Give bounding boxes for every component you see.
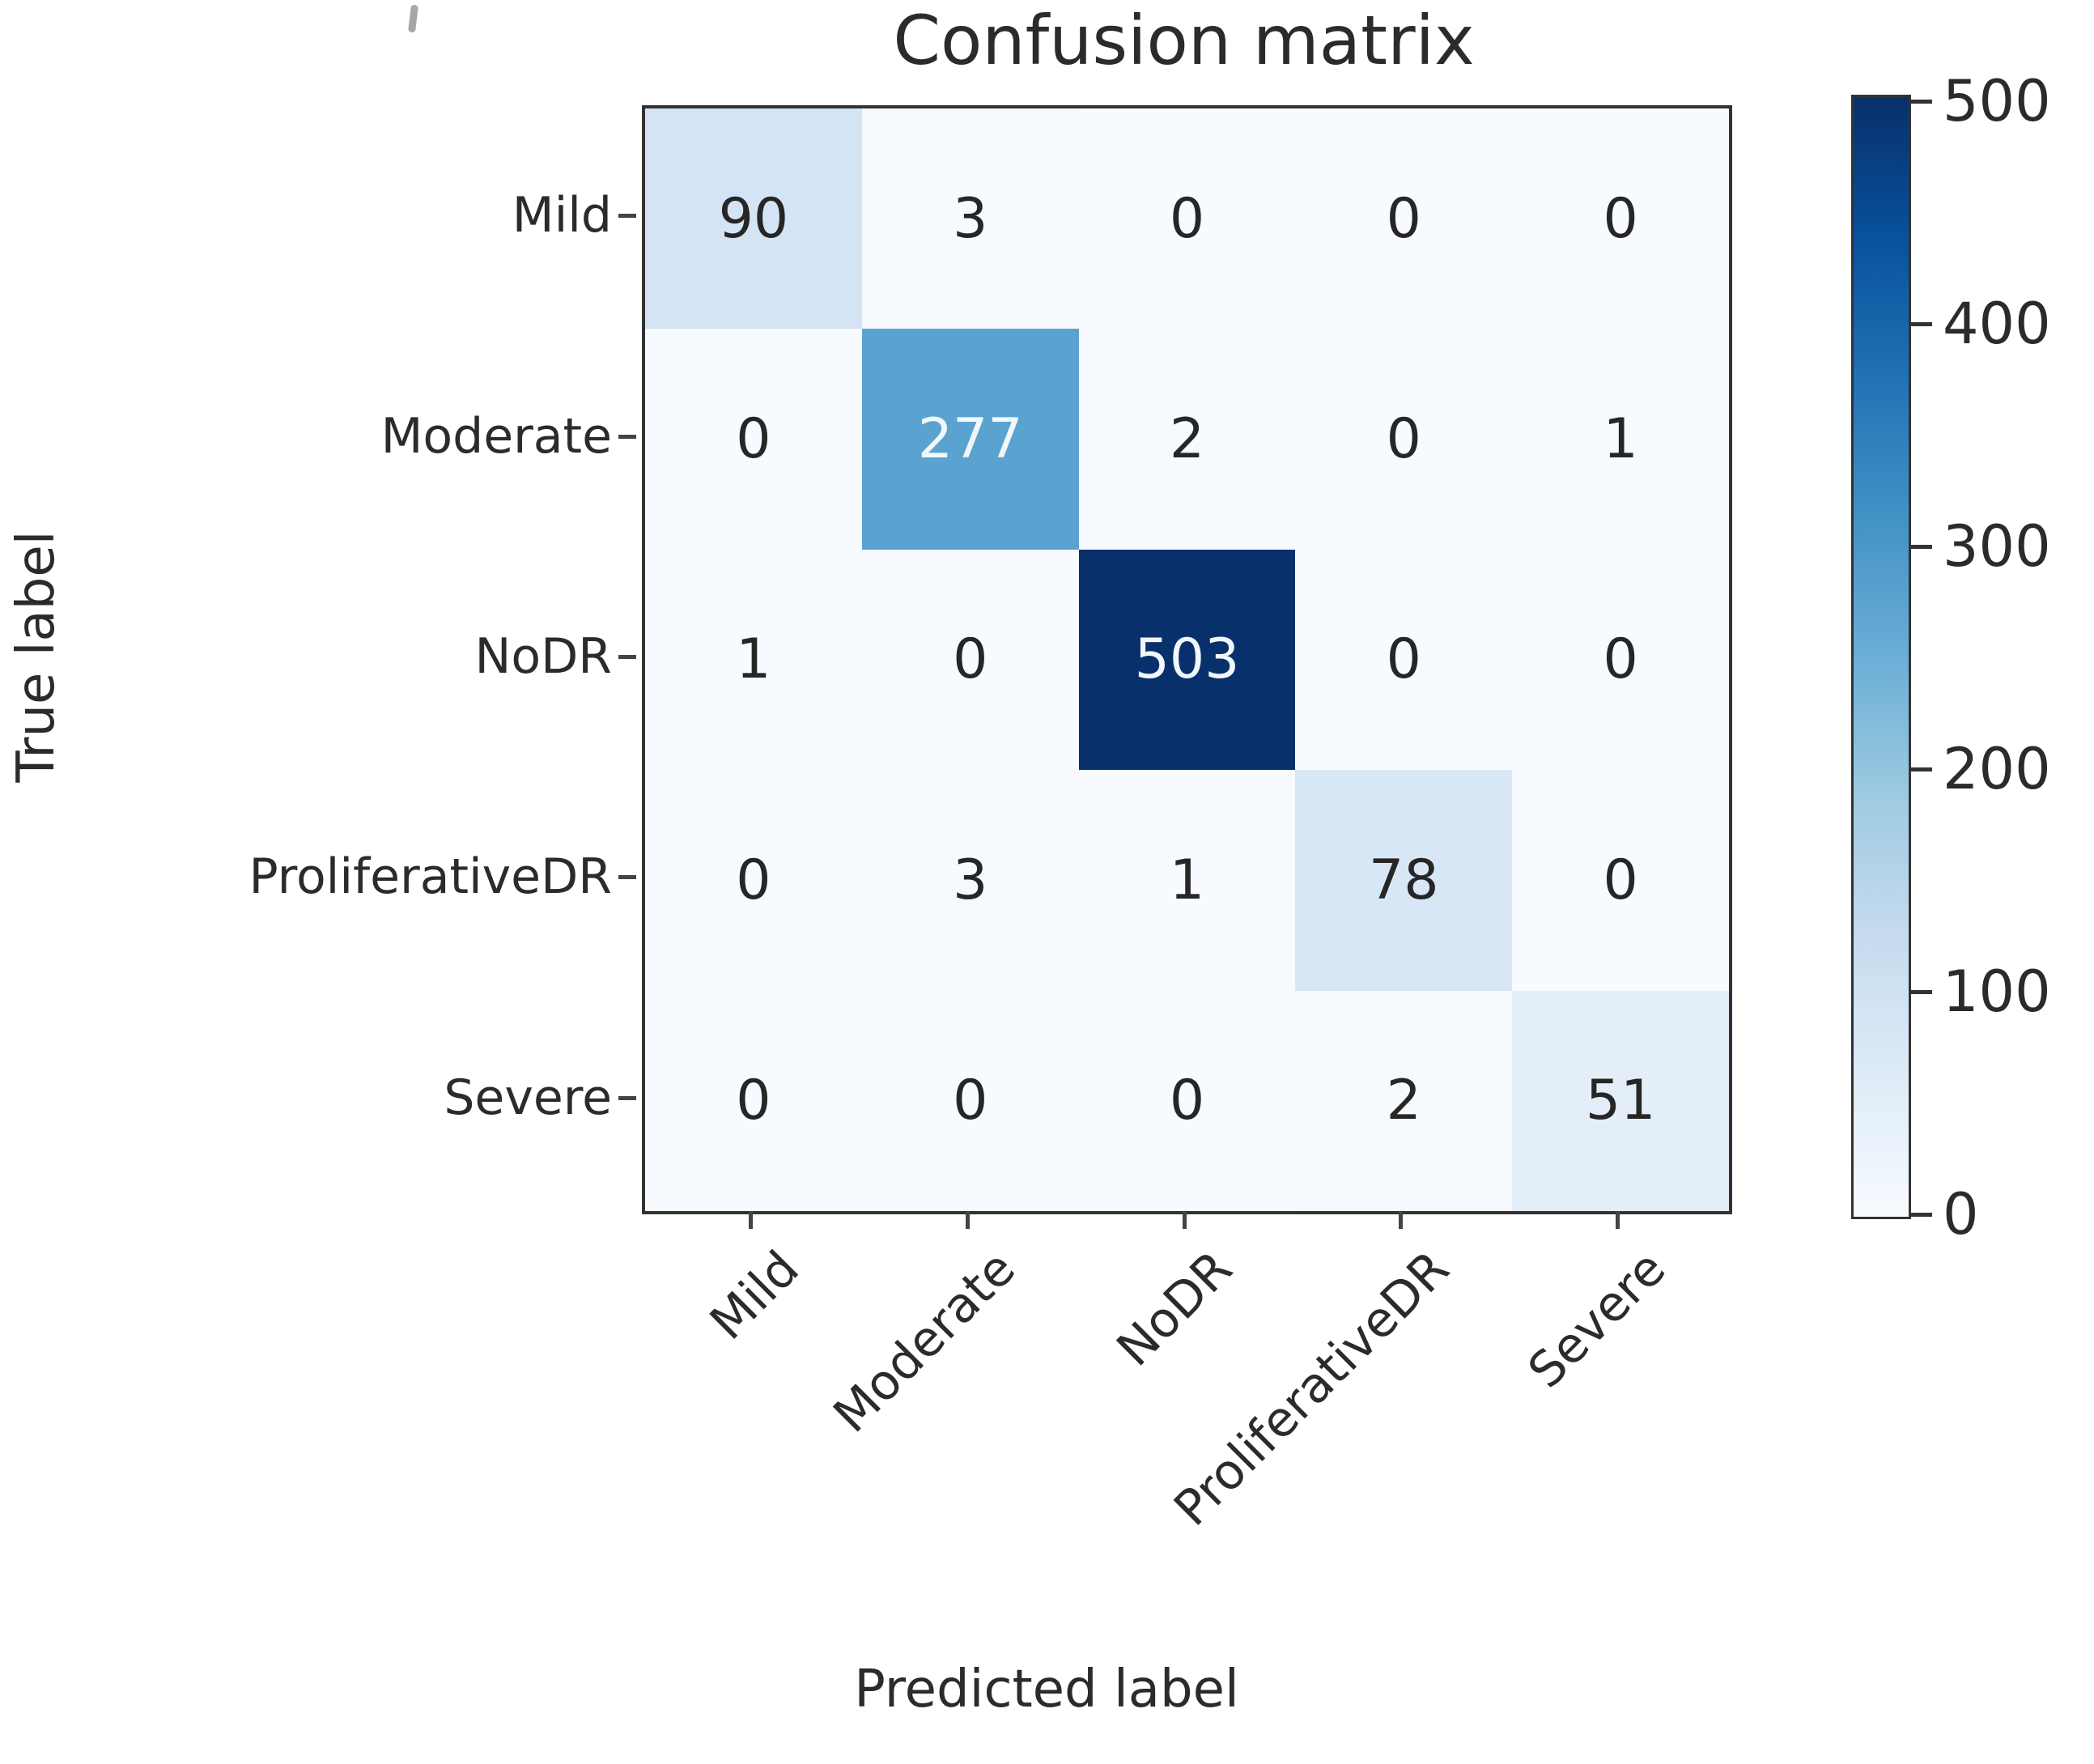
matrix-cell: 0: [645, 770, 862, 991]
colorbar-tick-label: 400: [1943, 291, 2051, 358]
cell-value: 0: [736, 407, 771, 472]
y-tick-label: Moderate: [380, 407, 612, 465]
colorbar-tick-mark: [1911, 322, 1932, 327]
cell-value: 2: [1169, 407, 1205, 472]
cell-value: 0: [1386, 407, 1421, 472]
matrix-cell: 0: [1078, 990, 1296, 1211]
y-tick-label: ProliferativeDR: [248, 848, 612, 906]
colorbar-tick-mark: [1911, 767, 1932, 772]
matrix-cell: 0: [645, 990, 862, 1211]
y-tick-mark: [618, 875, 636, 880]
y-tick-mark: [618, 434, 636, 439]
y-tick-label: NoDR: [474, 628, 612, 685]
matrix-cell: 0: [1512, 770, 1729, 991]
matrix-cell: 3: [861, 770, 1079, 991]
matrix-cell: 0: [1512, 108, 1729, 329]
x-tick-label: Severe: [1518, 1240, 1677, 1400]
x-tick-label: NoDR: [1106, 1240, 1243, 1378]
cell-value: 0: [736, 848, 771, 912]
matrix-cell: 3: [861, 108, 1079, 329]
y-tick-mark: [618, 655, 636, 659]
cell-value: 3: [953, 848, 988, 912]
cell-value: 0: [1386, 627, 1421, 692]
y-tick-mark: [618, 214, 636, 219]
matrix-cell: 1: [1512, 329, 1729, 550]
matrix-cell: 2: [1078, 329, 1296, 550]
colorbar-tick-label: 100: [1943, 959, 2051, 1026]
cell-value: 503: [1134, 627, 1240, 692]
matrix-cell: 0: [861, 549, 1079, 771]
cell-value: 1: [736, 627, 771, 692]
cell-value: 0: [1603, 186, 1638, 251]
x-tick-mark: [1616, 1211, 1620, 1229]
cell-value: 0: [1386, 186, 1421, 251]
y-tick-mark: [618, 1095, 636, 1100]
matrix-cell: 0: [645, 329, 862, 550]
x-axis-title: Predicted label: [854, 1660, 1239, 1719]
y-tick-label: Severe: [444, 1069, 612, 1126]
cell-value: 0: [953, 627, 988, 692]
matrix-cell: 90: [645, 108, 862, 329]
cell-value: 0: [1603, 848, 1638, 912]
matrix-cell: 51: [1512, 990, 1729, 1211]
cell-value: 1: [1169, 848, 1205, 912]
matrix-cell: 0: [1295, 108, 1513, 329]
matrix-cell: 503: [1078, 549, 1296, 771]
stray-mark: [407, 4, 419, 33]
matrix-cell: 78: [1295, 770, 1513, 991]
cell-value: 0: [1169, 186, 1205, 251]
cell-value: 0: [1603, 627, 1638, 692]
cell-value: 1: [1603, 407, 1638, 472]
matrix-cell: 1: [645, 549, 862, 771]
colorbar-tick-mark: [1911, 1213, 1932, 1217]
matrix-cell: 0: [1512, 549, 1729, 771]
y-tick-label: Mild: [512, 187, 612, 244]
cell-value: 78: [1369, 848, 1439, 912]
cell-value: 0: [736, 1069, 771, 1133]
x-tick-mark: [965, 1211, 970, 1229]
matrix-cell: 0: [861, 990, 1079, 1211]
cell-value: 2: [1386, 1069, 1421, 1133]
cell-value: 3: [953, 186, 988, 251]
matrix-cell: 0: [1295, 549, 1513, 771]
matrix-cell: 277: [861, 329, 1079, 550]
cell-value: 0: [953, 1069, 988, 1133]
matrix-cell: 2: [1295, 990, 1513, 1211]
colorbar-tick-mark: [1911, 100, 1932, 104]
cell-value: 277: [917, 407, 1023, 472]
heatmap-grid: 90 3 0 0 0 0 277 2 0 1 1 0 503 0 0 0 3 1 78 0 0 0 0 2 51: [642, 105, 1732, 1214]
cell-value: 51: [1585, 1069, 1656, 1133]
matrix-cell: 0: [1295, 329, 1513, 550]
colorbar-tick-label: 300: [1943, 513, 2051, 580]
matrix-cell: 0: [1078, 108, 1296, 329]
x-tick-label: Moderate: [822, 1240, 1027, 1444]
cell-value: 90: [718, 186, 789, 251]
colorbar-tick-mark: [1911, 990, 1932, 995]
colorbar-tick-label: 200: [1943, 736, 2051, 803]
matrix-cell: 1: [1078, 770, 1296, 991]
colorbar-tick-label: 0: [1943, 1181, 1979, 1248]
x-tick-label: Mild: [699, 1240, 810, 1351]
chart-title: Confusion matrix: [893, 1, 1475, 80]
colorbar-gradient: [1851, 95, 1911, 1219]
x-tick-mark: [1182, 1211, 1187, 1229]
colorbar-tick-label: 500: [1943, 68, 2051, 135]
cell-value: 0: [1169, 1069, 1205, 1133]
colorbar-tick-mark: [1911, 545, 1932, 550]
x-tick-mark: [1399, 1211, 1404, 1229]
x-tick-mark: [748, 1211, 753, 1229]
